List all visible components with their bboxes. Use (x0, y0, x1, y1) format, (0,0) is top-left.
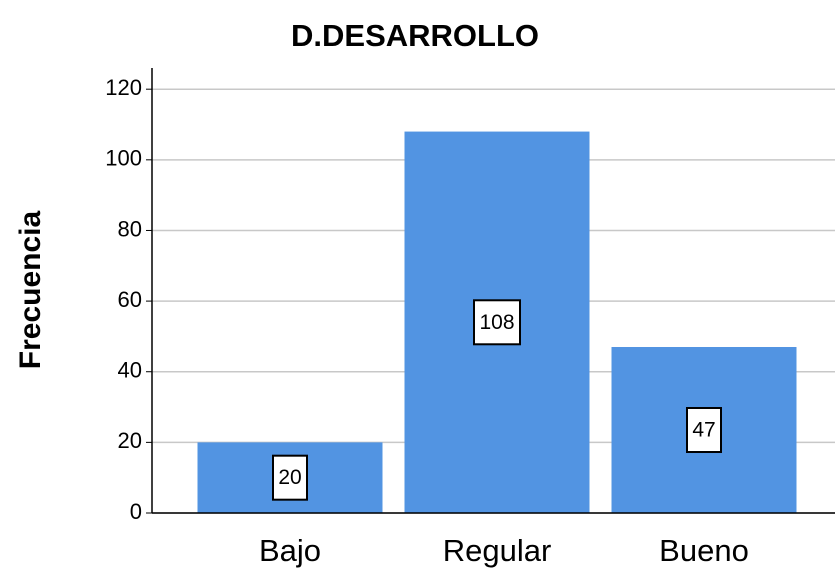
value-label: 47 (692, 419, 715, 442)
x-tick-label: Regular (443, 533, 552, 568)
value-label: 20 (278, 466, 301, 489)
x-tick-label: Bueno (659, 533, 749, 568)
x-tick-label: Bajo (259, 533, 321, 568)
y-tick-label: 0 (130, 499, 142, 524)
y-tick-label: 80 (118, 216, 142, 241)
y-tick-label: 100 (105, 146, 142, 171)
y-tick-label: 20 (118, 428, 142, 453)
y-tick-label: 40 (118, 358, 142, 383)
value-label-box (473, 299, 521, 346)
value-label-box (686, 407, 722, 454)
chart-title: D.DESARROLLO (291, 18, 539, 53)
y-axis-label: Frecuencia (14, 210, 47, 369)
y-tick-label: 120 (105, 75, 142, 100)
value-label: 108 (479, 311, 514, 334)
value-label-box (272, 454, 308, 501)
y-tick-label: 60 (118, 287, 142, 312)
